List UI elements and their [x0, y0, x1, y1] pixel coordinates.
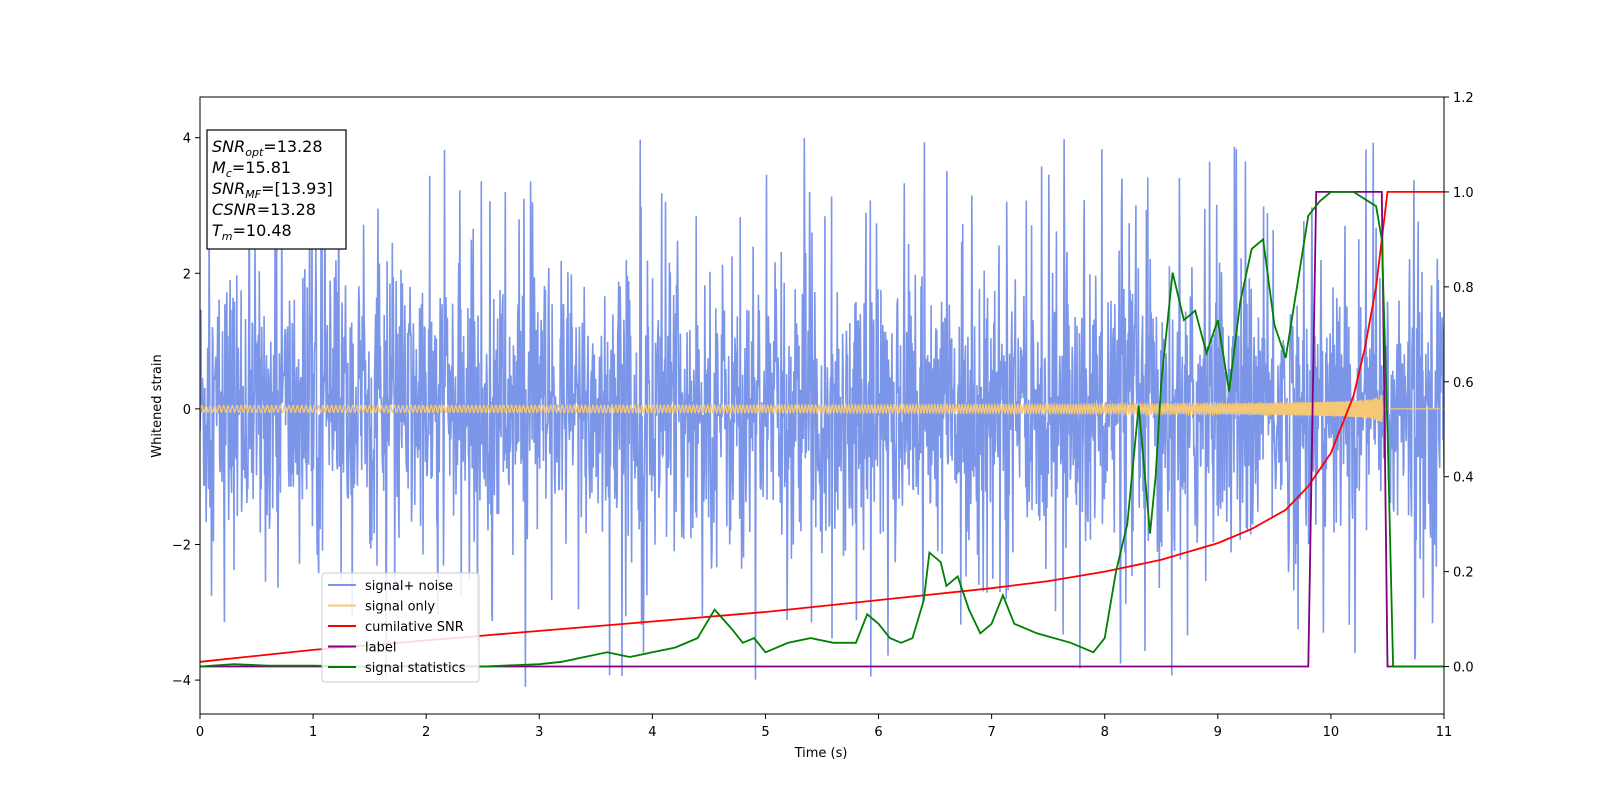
y2-tick-label: 1.2: [1453, 91, 1474, 106]
x-tick-label: 5: [761, 725, 769, 740]
legend-label-signal-statistics: signal statistics: [365, 661, 466, 676]
y-tick-label: 0: [183, 403, 191, 418]
y2-tick-label: 0.2: [1453, 566, 1474, 581]
y2-tick-label: 0.8: [1453, 281, 1474, 296]
info-line: SNRMF=[13.93]: [212, 179, 333, 201]
legend-label-signal-noise: signal+ noise: [365, 579, 453, 594]
legend-label-cumilative-snr: cumilative SNR: [365, 620, 464, 635]
x-tick-label: 8: [1101, 725, 1109, 740]
y-axis-label: Whitened strain: [150, 354, 165, 457]
y-tick-label: −2: [172, 538, 191, 553]
x-tick-label: 4: [648, 725, 656, 740]
x-tick-label: 7: [987, 725, 995, 740]
plot-frame: [199, 96, 1445, 715]
info-box: SNRopt=13.28Mc=15.81SNRMF=[13.93]CSNR=13…: [206, 129, 347, 250]
y2-tick-label: 1.0: [1453, 186, 1474, 201]
x-tick-label: 6: [874, 725, 882, 740]
x-tick-label: 9: [1214, 725, 1222, 740]
x-tick-label: 2: [422, 725, 430, 740]
x-tick-label: 3: [535, 725, 543, 740]
info-line: CSNR=13.28: [212, 200, 316, 219]
y2-tick-label: 0.4: [1453, 471, 1474, 486]
x-tick-label: 11: [1436, 725, 1453, 740]
x-tick-label: 1: [309, 725, 317, 740]
legend-label-signal-only: signal only: [365, 600, 435, 615]
x-axis-label: Time (s): [794, 746, 848, 761]
series-signal-statistics-line: [200, 190, 1444, 668]
y-tick-label: 4: [183, 132, 191, 147]
series-cumilative-snr-line: [200, 190, 1444, 663]
info-line: Mc=15.81: [212, 158, 291, 180]
y-tick-label: −4: [172, 674, 191, 689]
x-tick-label: 0: [196, 725, 204, 740]
y-tick-label: 2: [183, 267, 191, 282]
legend: signal+ noise signal only cumilative SNR la…: [321, 572, 480, 683]
plot-area: [200, 137, 1444, 687]
legend-label-label: label: [365, 641, 396, 656]
axes: 0 1 2 3 4 5 6 7 8 9 10 11 −4 −2 0 2 4 0.0 0.2 0.4 0.6 0.8 1.0 1…: [172, 91, 1474, 740]
x-tick-label: 10: [1323, 725, 1340, 740]
y2-tick-label: 0.0: [1453, 661, 1474, 676]
y2-tick-label: 0.6: [1453, 376, 1474, 391]
info-line: Tm=10.48: [212, 221, 292, 243]
info-box-frame: [206, 129, 347, 250]
legend-frame: [321, 572, 480, 683]
series-signal-noise-line: [200, 137, 1444, 687]
info-line: SNRopt=13.28: [212, 137, 323, 159]
series-signal-only-line: [200, 391, 1444, 429]
